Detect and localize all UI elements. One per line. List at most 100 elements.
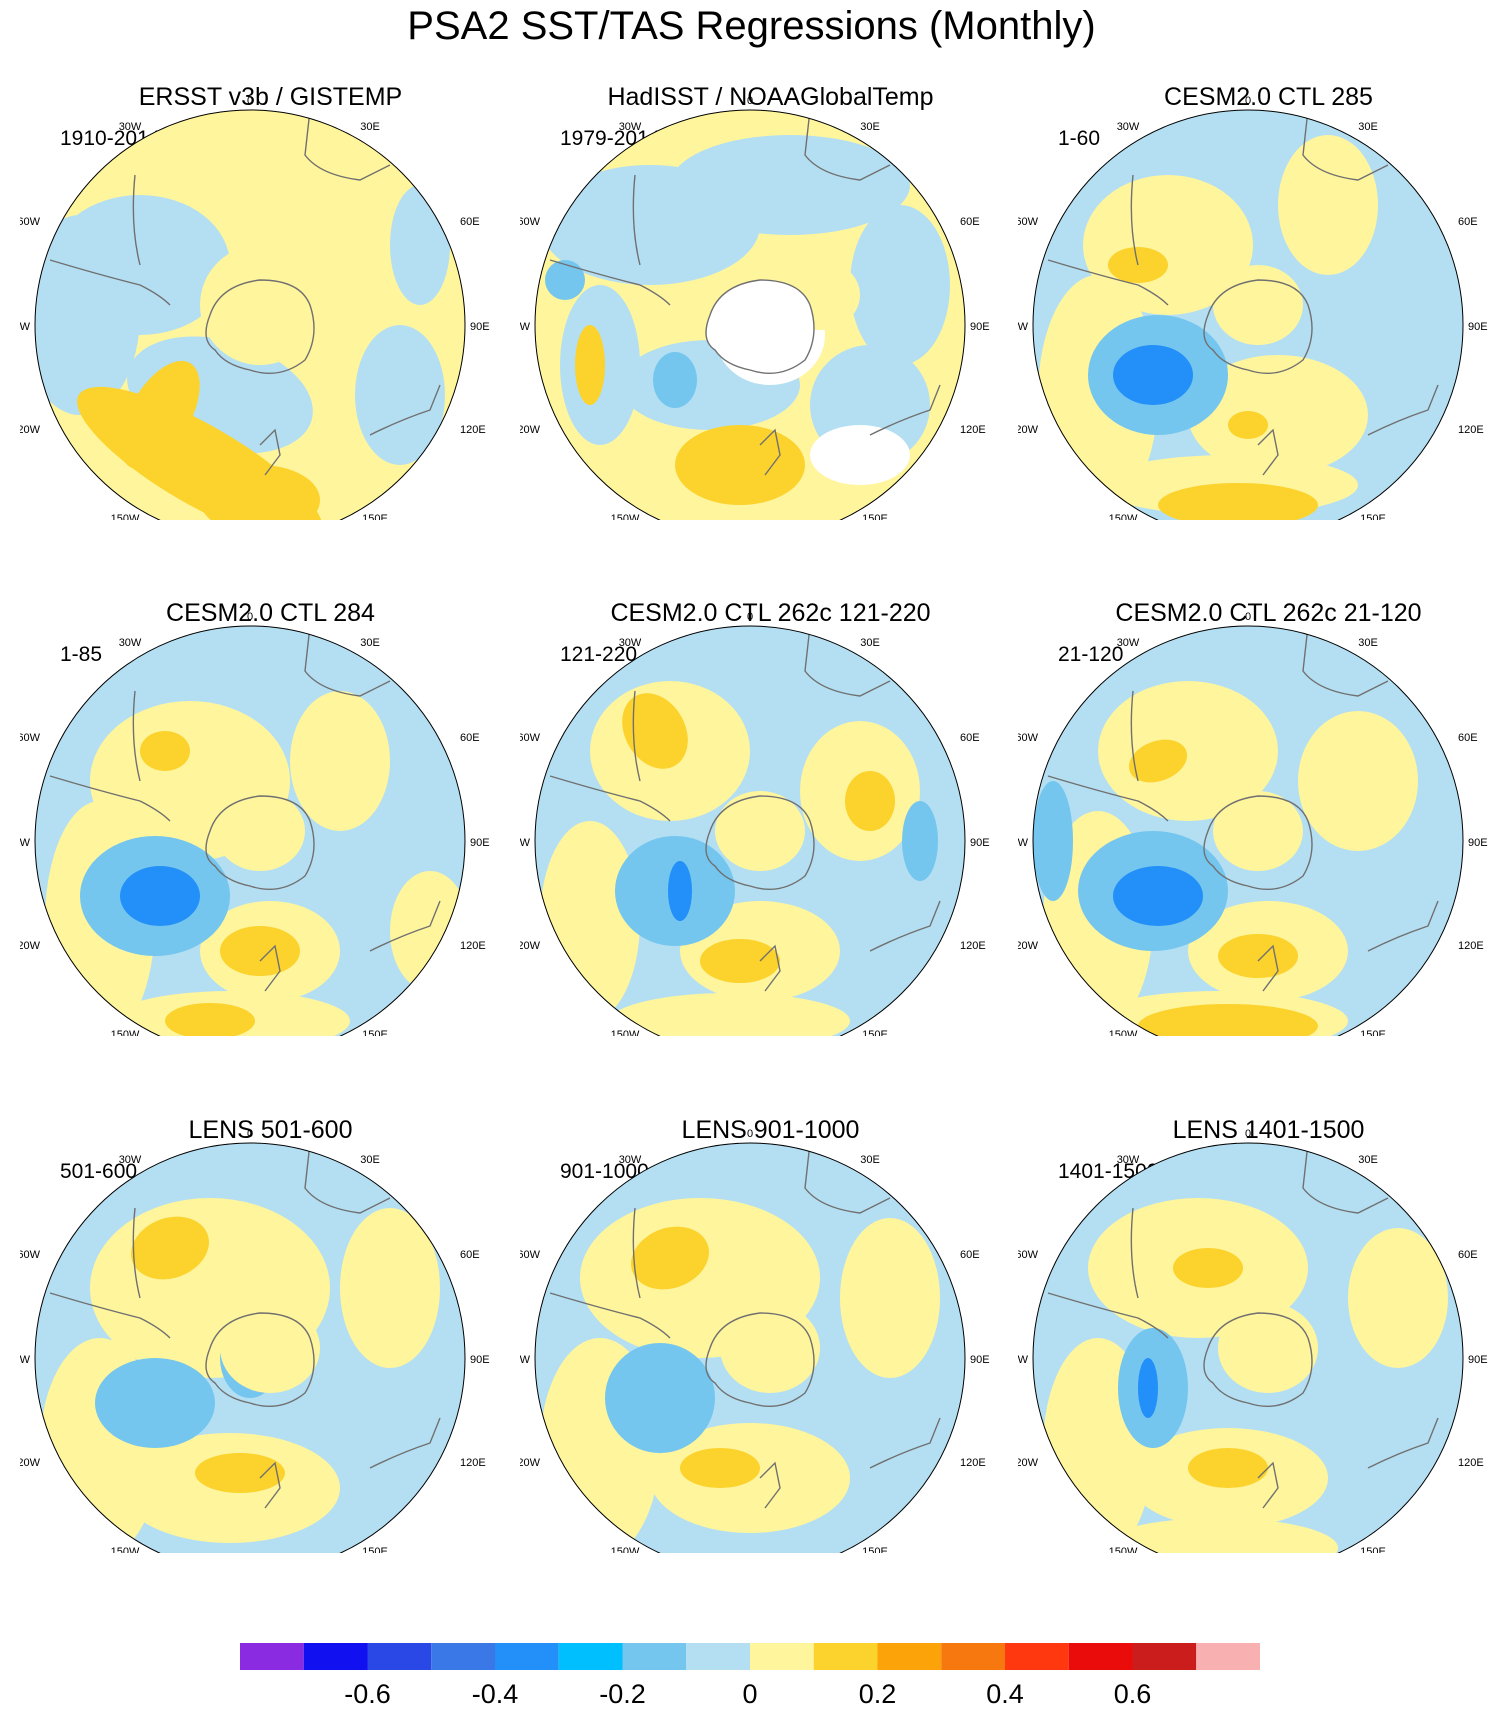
- map-border: [534, 625, 966, 1036]
- longitude-label-w30: 30W: [619, 637, 642, 649]
- longitude-label-e150: 150E: [362, 1546, 388, 1553]
- longitude-label-e90: 90E: [470, 837, 490, 849]
- map-panel-7: LENS 501-600 501-600 018030W30E60W60E90W…: [20, 1033, 521, 1553]
- anomaly-contour: [668, 861, 692, 921]
- longitude-label-w120: 120W: [1018, 940, 1039, 952]
- anomaly-contour: [1348, 1228, 1448, 1368]
- longitude-labels: 018030W30E60W60E90W90E120W120E150W150E: [1018, 95, 1488, 520]
- colorbar-swatch: [622, 1643, 687, 1670]
- longitude-label-e150: 150E: [362, 1029, 388, 1036]
- coastline: [259, 428, 281, 476]
- coastline: [1257, 944, 1279, 992]
- longitude-label-w60: 60W: [1018, 732, 1039, 744]
- anomaly-contour: [165, 1003, 255, 1036]
- longitude-label-w150: 150W: [111, 1029, 140, 1036]
- longitude-label-w30: 30W: [619, 1154, 642, 1166]
- coastline: [369, 384, 441, 436]
- longitude-label-w150: 150W: [611, 513, 640, 520]
- longitude-label-w60: 60W: [1018, 1249, 1039, 1261]
- anomaly-contour: [131, 1216, 209, 1280]
- coastline: [1257, 1461, 1279, 1509]
- anomaly-contour: [390, 871, 465, 991]
- longitude-label-w60: 60W: [20, 1249, 41, 1261]
- coastline: [304, 110, 391, 181]
- longitude-label-w60: 60W: [520, 732, 541, 744]
- regression-field: [1033, 110, 1463, 520]
- anomaly-contour: [120, 866, 200, 926]
- coastline: [304, 626, 391, 697]
- coastline: [49, 1292, 171, 1339]
- longitude-label-w90: 90W: [520, 837, 531, 849]
- anomaly-contour: [1128, 739, 1188, 783]
- longitude-labels: 018030W30E60W60E90W90E120W120E150W150E: [1018, 611, 1488, 1036]
- colorbar-label: 0.2: [859, 1679, 897, 1709]
- longitude-label-e120: 120E: [960, 940, 986, 952]
- longitude-label-top: 0: [247, 611, 253, 623]
- polar-map: 018030W30E60W60E90W90E120W120E150W150E: [20, 95, 490, 520]
- anomaly-contour: [850, 205, 950, 365]
- anomaly-contour: [1218, 934, 1298, 978]
- longitude-label-e30: 30E: [860, 1154, 880, 1166]
- longitude-labels: 018030W30E60W60E90W90E120W120E150W150E: [1018, 1128, 1488, 1553]
- longitude-label-e60: 60E: [1458, 1249, 1478, 1261]
- panel-period: 1-60: [1058, 127, 1101, 150]
- longitude-label-e120: 120E: [1458, 424, 1484, 436]
- anomaly-contour: [1228, 411, 1268, 439]
- anomaly-contour: [200, 465, 320, 520]
- anomaly-contour: [290, 691, 390, 831]
- antarctica-coastline: [1203, 795, 1313, 890]
- anomaly-contour: [845, 771, 895, 831]
- longitude-label-top: 0: [247, 1128, 253, 1140]
- coastline: [804, 110, 891, 181]
- map-panel-4: CESM2.0 CTL 284 1-85 018030W30E60W60E90W…: [20, 516, 521, 1036]
- coastline: [1257, 428, 1279, 476]
- antarctica-coastline: [205, 279, 315, 374]
- longitude-label-e150: 150E: [1360, 1029, 1386, 1036]
- coastline: [1367, 384, 1439, 436]
- anomaly-contour: [1158, 483, 1318, 520]
- coastline: [1367, 900, 1439, 952]
- panel-period: 1-85: [60, 643, 103, 666]
- coastline: [1047, 1292, 1169, 1339]
- longitude-label-w120: 120W: [20, 1457, 41, 1469]
- polar-map: 018030W30E60W60E90W90E120W120E150W150E: [20, 611, 490, 1036]
- coastline: [1302, 626, 1389, 697]
- coastline: [632, 1207, 641, 1299]
- panel-title: CESM2.0 CTL 284: [166, 599, 375, 627]
- anomaly-contour: [215, 791, 305, 871]
- longitude-label-w120: 120W: [1018, 1457, 1039, 1469]
- anomaly-contour: [35, 215, 140, 415]
- longitude-label-w60: 60W: [20, 732, 41, 744]
- longitude-label-e120: 120E: [460, 1457, 486, 1469]
- anomaly-contour: [720, 1303, 820, 1393]
- longitude-label-w90: 90W: [1018, 321, 1029, 333]
- map-panel-5: CESM2.0 CTL 262c 121-220 121-220 018030W…: [520, 516, 1021, 1036]
- figure-title: PSA2 SST/TAS Regressions (Monthly): [407, 4, 1096, 48]
- coastline: [1302, 110, 1389, 181]
- anomaly-contour: [902, 801, 938, 881]
- longitude-labels: 018030W30E60W60E90W90E120W120E150W150E: [20, 1128, 490, 1553]
- longitude-label-w30: 30W: [1117, 637, 1140, 649]
- coastline: [1047, 775, 1169, 822]
- map-border: [534, 1142, 966, 1553]
- antarctica-coastline: [705, 795, 815, 890]
- longitude-label-e90: 90E: [470, 321, 490, 333]
- longitude-label-w150: 150W: [611, 1546, 640, 1553]
- anomaly-contour: [200, 245, 320, 365]
- colorbar-label: 0.6: [1114, 1679, 1152, 1709]
- anomaly-contour: [1098, 1518, 1338, 1553]
- map-panel-1: ERSST v3b / GISTEMP 1910-2014 018030W30E…: [20, 0, 521, 520]
- longitude-label-top: 0: [247, 95, 253, 107]
- anomaly-contour: [120, 360, 200, 470]
- map-panel-6: CESM2.0 CTL 262c 21-120 21-120 018030W30…: [1018, 516, 1503, 1036]
- longitude-label-e60: 60E: [960, 216, 980, 228]
- longitude-label-w30: 30W: [619, 121, 642, 133]
- longitude-label-w150: 150W: [111, 513, 140, 520]
- panel-title: HadISST / NOAAGlobalTemp: [607, 83, 934, 111]
- anomaly-contour: [1298, 711, 1418, 851]
- coastline: [132, 690, 141, 782]
- anomaly-contour: [1213, 791, 1303, 871]
- anomaly-contour: [195, 1453, 285, 1493]
- coastline: [132, 1207, 141, 1299]
- longitude-label-e60: 60E: [1458, 732, 1478, 744]
